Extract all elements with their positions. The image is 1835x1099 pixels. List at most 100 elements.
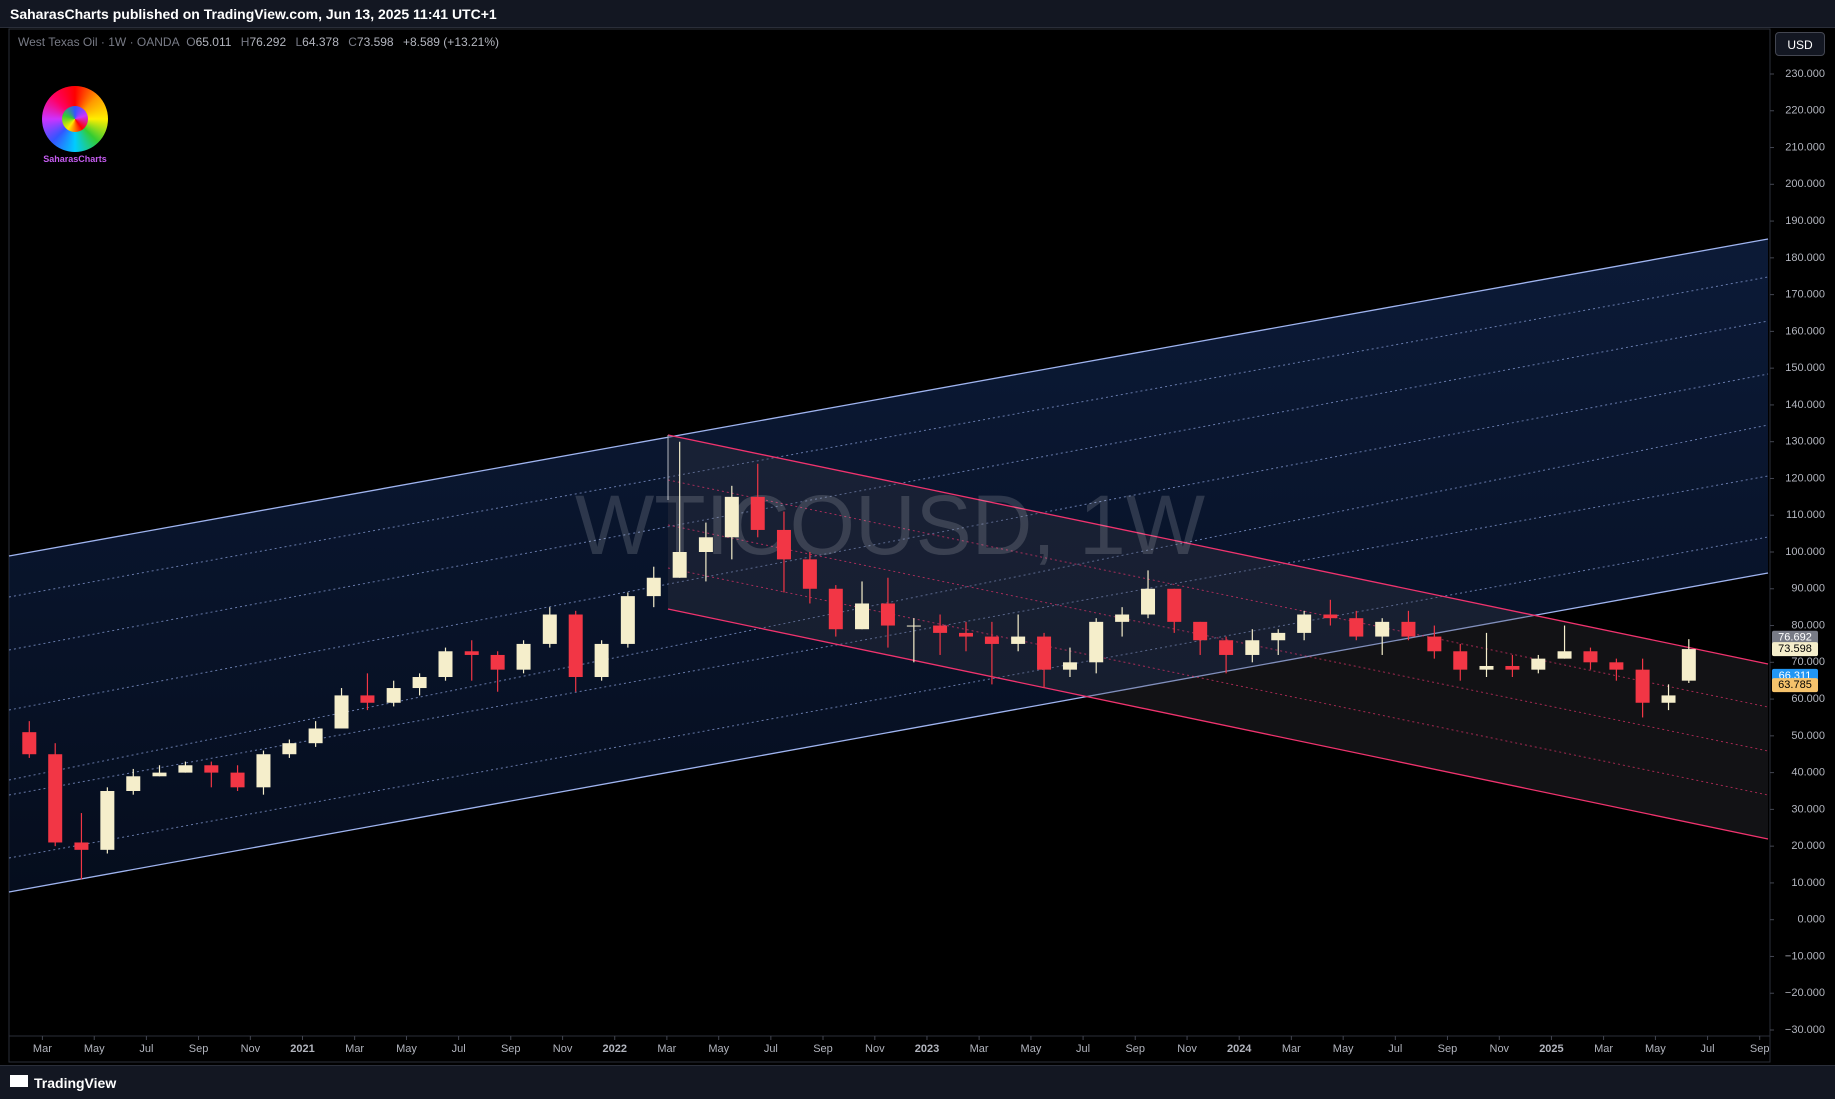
symbol-legend: West Texas Oil · 1W · OANDA O65.011 H76.…: [18, 34, 499, 50]
x-tick-label: Jul: [1388, 1043, 1402, 1055]
candle-body: [1167, 588, 1182, 622]
candle-body: [750, 496, 765, 530]
y-tick-label: 100.000: [1785, 546, 1825, 558]
ascending-channel-fill: [9, 239, 1768, 892]
candle-body: [933, 625, 948, 633]
channel-bottom: [8, 572, 1769, 893]
high-value: 76.292: [249, 35, 287, 49]
y-tick-label: 150.000: [1785, 362, 1825, 374]
x-tick-label: Jul: [764, 1043, 778, 1055]
candle-body: [1681, 649, 1696, 681]
x-tick-label: Jul: [452, 1043, 466, 1055]
candle-body: [1505, 665, 1520, 670]
candle-body: [152, 772, 167, 777]
candle-body: [1141, 588, 1156, 615]
candle-body: [620, 596, 635, 644]
x-tick-label: Sep: [1438, 1043, 1458, 1055]
y-tick-label: 0.000: [1797, 914, 1825, 926]
y-tick-label: 180.000: [1785, 252, 1825, 264]
descending-level: [667, 567, 1769, 796]
open-value: 65.011: [195, 35, 232, 49]
y-tick-label: −20.000: [1785, 987, 1825, 999]
price-label: 76.692: [1778, 632, 1812, 644]
y-tick-label: 130.000: [1785, 436, 1825, 448]
x-tick-label: Sep: [189, 1043, 209, 1055]
candle-body: [282, 743, 297, 755]
logo-center: [62, 106, 88, 132]
x-tick-label: May: [84, 1043, 105, 1055]
y-tick-label: 210.000: [1785, 141, 1825, 153]
price-label-box: [1772, 630, 1818, 645]
candle-body: [48, 754, 63, 843]
candle-body: [230, 772, 245, 788]
descending-level: [667, 479, 1769, 708]
candle-body: [568, 614, 583, 678]
candle-body: [1323, 614, 1338, 619]
y-tick-label: 80.000: [1791, 619, 1825, 631]
y-tick-label: 140.000: [1785, 399, 1825, 411]
price-label-box: [1772, 678, 1818, 693]
ohlc-label: L: [295, 35, 303, 49]
watermark: WTICOUSD, 1W: [575, 478, 1205, 572]
candle-body: [542, 614, 557, 644]
x-tick-label: Nov: [553, 1043, 573, 1055]
x-tick-label: Mar: [1594, 1043, 1613, 1055]
candle-body: [1011, 636, 1026, 644]
tradingview-icon: [10, 1075, 28, 1087]
candle-body: [646, 577, 661, 597]
candle-body: [1479, 665, 1494, 670]
candle-body: [516, 643, 531, 670]
x-tick-label: Nov: [1490, 1043, 1510, 1055]
x-tick-label: Mar: [1282, 1043, 1301, 1055]
currency-button[interactable]: USD: [1775, 32, 1825, 56]
channel-level: [8, 424, 1769, 781]
y-tick-label: 50.000: [1791, 730, 1825, 742]
change: +8.589 (+13.21%): [402, 35, 500, 49]
publisher-bar: SaharasCharts published on TradingView.c…: [0, 0, 1835, 28]
x-tick-label: 2021: [290, 1043, 314, 1055]
candle-body: [464, 651, 479, 655]
x-tick-label: Sep: [1750, 1043, 1770, 1055]
descending-levels: [667, 479, 1769, 796]
candle-body: [672, 552, 687, 578]
candle-body: [802, 559, 817, 589]
candle-body: [178, 765, 193, 773]
candle-body: [1401, 621, 1416, 637]
candle-body: [490, 654, 505, 670]
x-tick-label: Mar: [970, 1043, 989, 1055]
symbol: West Texas Oil · 1W · OANDA: [18, 35, 180, 49]
x-tick-label: Sep: [1125, 1043, 1145, 1055]
candle-body: [1453, 651, 1468, 670]
candle-body: [1583, 651, 1598, 663]
candle-body: [1297, 614, 1312, 633]
x-tick-label: May: [1333, 1043, 1354, 1055]
descending-top: [667, 434, 1769, 665]
x-tick-label: Mar: [657, 1043, 676, 1055]
y-tick-label: 190.000: [1785, 215, 1825, 227]
price-label: 73.598: [1778, 643, 1812, 655]
x-tick-label: May: [396, 1043, 417, 1055]
y-tick-label: 30.000: [1791, 803, 1825, 815]
candle-body: [1531, 658, 1546, 670]
y-tick-label: −10.000: [1785, 950, 1825, 962]
y-tick-label: 90.000: [1791, 583, 1825, 595]
descending-level: [667, 524, 1769, 752]
x-tick-label: 2025: [1539, 1043, 1563, 1055]
candles: [22, 441, 1696, 880]
price-label-box: [1772, 642, 1818, 657]
candle-body: [386, 688, 401, 703]
x-tick-label: Sep: [501, 1043, 521, 1055]
price-label: 63.785: [1778, 679, 1812, 691]
channel-levels: [8, 276, 1769, 859]
channel-top: [8, 238, 1769, 557]
candle-body: [100, 791, 115, 850]
x-tick-label: Sep: [813, 1043, 833, 1055]
candle-body: [308, 728, 323, 744]
x-tick-label: Nov: [1177, 1043, 1197, 1055]
candle-body: [1037, 636, 1052, 670]
channel-level: [8, 536, 1769, 859]
x-tick-label: May: [1021, 1043, 1042, 1055]
candle-body: [1115, 614, 1130, 622]
